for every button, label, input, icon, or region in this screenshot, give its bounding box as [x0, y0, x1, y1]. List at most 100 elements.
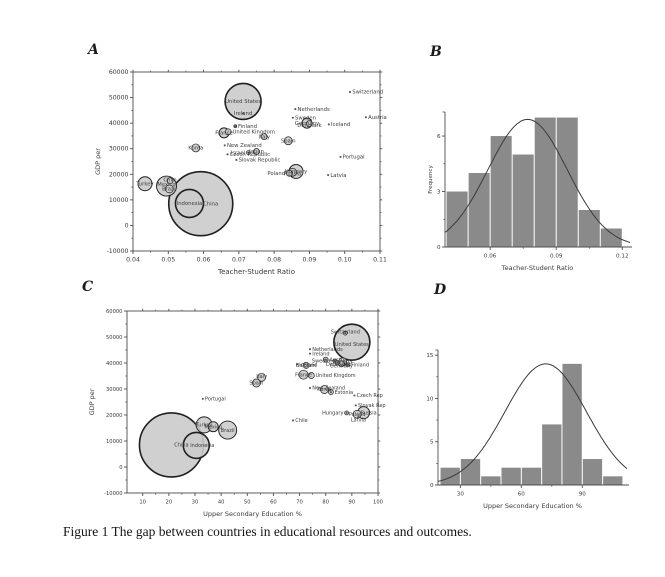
svg-text:Japan: Japan — [248, 149, 264, 155]
svg-text:30: 30 — [457, 492, 465, 498]
svg-text:Ireland: Ireland — [234, 111, 252, 117]
panel-d-letter: D — [434, 282, 447, 298]
svg-text:5: 5 — [430, 440, 434, 446]
svg-text:80: 80 — [322, 500, 329, 506]
svg-text:6: 6 — [437, 134, 441, 140]
svg-text:Latvia: Latvia — [330, 173, 346, 179]
svg-text:Teacher-Student Ratio: Teacher-Student Ratio — [501, 264, 574, 272]
svg-text:Finland: Finland — [238, 124, 257, 130]
svg-text:Iceland: Iceland — [299, 362, 317, 368]
svg-text:50000: 50000 — [109, 95, 129, 102]
svg-text:Hungary: Hungary — [322, 411, 343, 417]
svg-text:Slovak Republic: Slovak Republic — [239, 158, 281, 164]
svg-text:Upper Secondary Education %: Upper Secondary Education % — [483, 502, 582, 510]
svg-text:Latvia: Latvia — [351, 417, 366, 423]
svg-text:United Kingdom: United Kingdom — [316, 373, 356, 379]
svg-text:-10000: -10000 — [104, 491, 122, 497]
svg-text:0.07: 0.07 — [232, 257, 246, 264]
svg-text:Indonesia: Indonesia — [177, 201, 203, 207]
svg-text:United Kingdom: United Kingdom — [232, 130, 275, 136]
svg-text:0.06: 0.06 — [484, 254, 497, 260]
svg-text:40000: 40000 — [106, 361, 123, 367]
svg-text:New Zealand: New Zealand — [227, 143, 262, 149]
svg-text:0.09: 0.09 — [550, 254, 563, 260]
svg-text:0: 0 — [430, 483, 434, 489]
svg-text:Italy: Italy — [256, 374, 267, 380]
svg-text:Denmark: Denmark — [326, 362, 349, 368]
svg-text:Russia: Russia — [284, 171, 301, 177]
svg-text:Chile: Chile — [295, 418, 308, 424]
svg-text:Netherlands: Netherlands — [298, 107, 331, 113]
svg-text:China: China — [174, 443, 188, 449]
svg-text:10000: 10000 — [109, 197, 129, 204]
svg-text:0.11: 0.11 — [373, 257, 387, 264]
svg-text:Switzerland: Switzerland — [331, 329, 360, 335]
svg-text:Teacher-Student Ratio: Teacher-Student Ratio — [217, 268, 295, 276]
svg-text:100: 100 — [373, 500, 383, 506]
svg-text:France: France — [295, 372, 312, 378]
svg-text:New Zealand: New Zealand — [312, 386, 345, 392]
svg-text:Switzerland: Switzerland — [352, 90, 383, 96]
svg-text:Netherlands: Netherlands — [312, 347, 343, 353]
svg-text:Belgium: Belgium — [296, 363, 317, 369]
panel-a-bubble-chart: 0.04 0.05 0.06 0.07 0.08 0.09 0.10 0.11 60000 500… — [94, 69, 387, 276]
svg-text:3: 3 — [437, 190, 441, 196]
panel-a-letter: A — [88, 42, 99, 58]
svg-text:Austria: Austria — [329, 357, 347, 363]
svg-text:Indonesia: Indonesia — [190, 443, 214, 449]
svg-text:Sweden: Sweden — [312, 359, 332, 365]
svg-text:30000: 30000 — [106, 387, 123, 393]
svg-text:30000: 30000 — [109, 146, 129, 153]
svg-text:Germany: Germany — [330, 363, 353, 369]
svg-text:China: China — [203, 201, 218, 207]
svg-text:Germany: Germany — [295, 121, 319, 127]
svg-text:Brazil: Brazil — [221, 428, 235, 434]
svg-text:Hungary: Hungary — [285, 169, 308, 175]
svg-text:20000: 20000 — [109, 171, 129, 178]
panel-c-letter: C — [82, 279, 94, 295]
svg-text:0.08: 0.08 — [267, 257, 281, 264]
svg-text:60000: 60000 — [106, 309, 123, 315]
svg-text:15: 15 — [426, 353, 434, 359]
svg-text:60: 60 — [518, 492, 526, 498]
svg-text:50000: 50000 — [106, 335, 123, 341]
svg-text:0.06: 0.06 — [197, 257, 211, 264]
svg-text:20: 20 — [166, 500, 173, 506]
figure-caption: Figure 1 The gap between countries in ed… — [63, 524, 472, 539]
svg-text:70: 70 — [296, 500, 303, 506]
svg-text:90: 90 — [579, 492, 587, 498]
svg-text:Finland: Finland — [351, 363, 369, 369]
svg-text:Italy: Italy — [259, 134, 271, 140]
svg-text:Czech Rep: Czech Rep — [357, 393, 383, 399]
svg-text:Korea: Korea — [317, 387, 331, 393]
svg-text:0.09: 0.09 — [303, 257, 317, 264]
svg-text:10: 10 — [426, 396, 434, 402]
svg-text:Russia: Russia — [361, 410, 377, 416]
panel-b-histogram-chart: 0.06 0.09 0.12 0 3 6 Teacher-Student Ratio Freq… — [428, 111, 632, 272]
svg-text:Ireland: Ireland — [312, 351, 329, 357]
panel-d-histogram-chart: 30 60 90 0 5 10 15 Upper Secondary Education % — [426, 349, 629, 510]
svg-text:0.05: 0.05 — [161, 257, 175, 264]
panel-b-letter: B — [430, 44, 442, 60]
svg-text:GDP per: GDP per — [94, 148, 102, 175]
svg-text:0.12: 0.12 — [616, 254, 628, 260]
svg-text:Canada: Canada — [333, 359, 352, 365]
svg-text:United States: United States — [335, 342, 369, 348]
svg-text:United States: United States — [225, 99, 261, 105]
svg-text:Upper Secondary Education %: Upper Secondary Education % — [203, 510, 302, 518]
svg-text:Portugal: Portugal — [205, 397, 226, 403]
svg-text:Estonia: Estonia — [335, 390, 353, 396]
svg-text:90: 90 — [349, 500, 356, 506]
svg-text:Poland: Poland — [349, 412, 366, 418]
svg-text:Denmark: Denmark — [297, 123, 322, 129]
svg-text:Mexico: Mexico — [157, 182, 176, 188]
svg-text:-10000: -10000 — [107, 248, 129, 255]
svg-text:10000: 10000 — [106, 439, 123, 445]
svg-text:Czech Republic: Czech Republic — [230, 152, 270, 158]
svg-text:0.04: 0.04 — [126, 257, 140, 264]
svg-text:40000: 40000 — [109, 120, 129, 127]
svg-text:0: 0 — [119, 465, 122, 471]
svg-text:Iceland: Iceland — [331, 122, 350, 128]
svg-text:Korea: Korea — [188, 146, 203, 152]
